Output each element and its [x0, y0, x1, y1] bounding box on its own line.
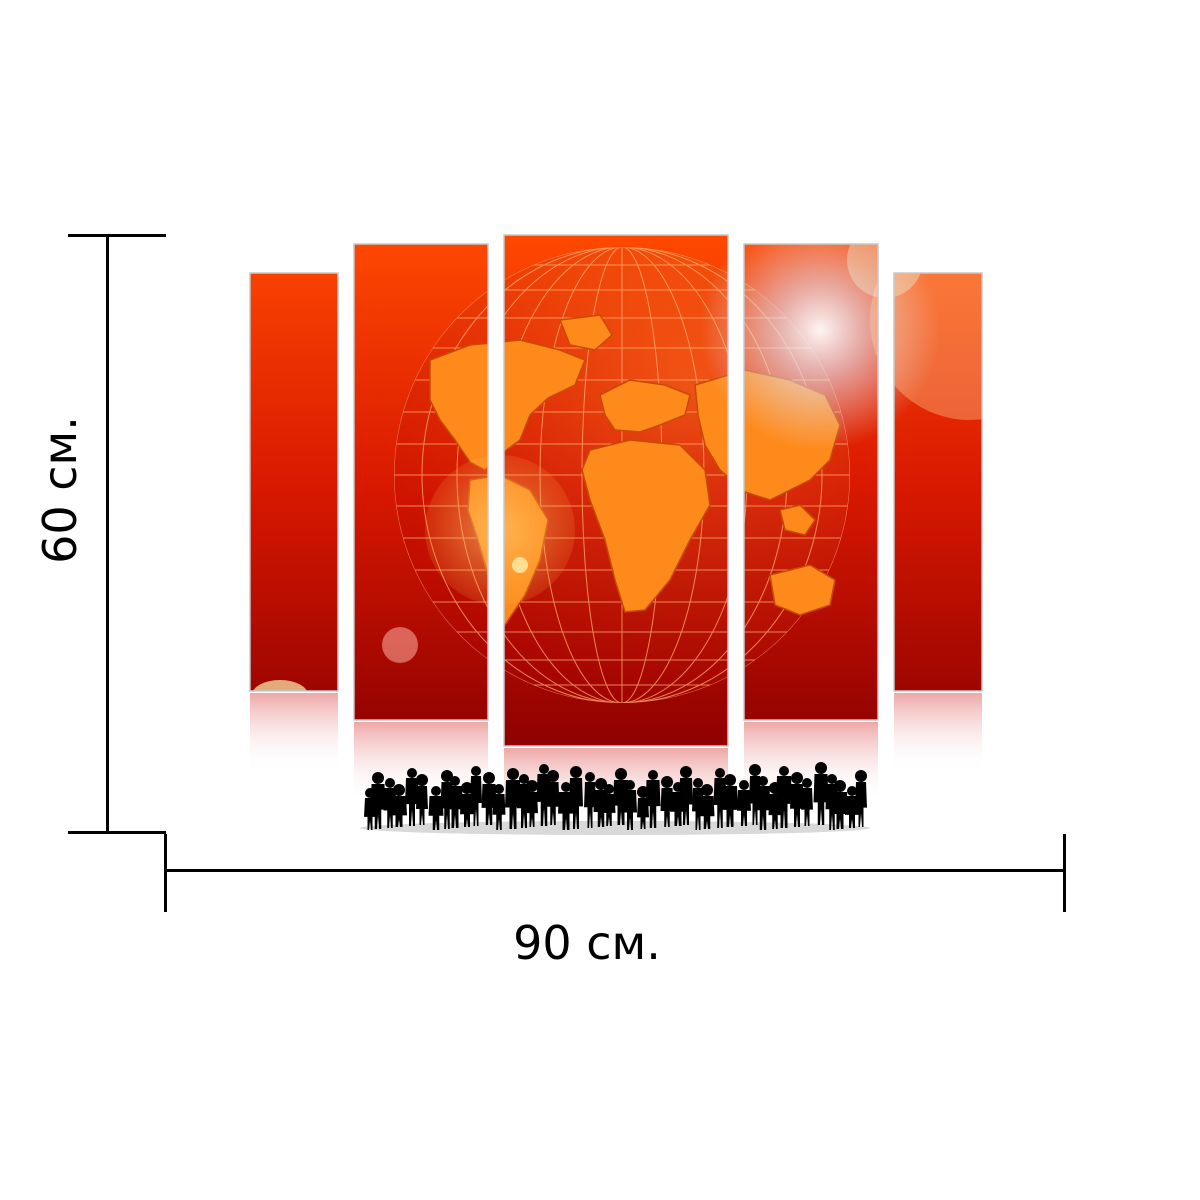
person-silhouette: [428, 786, 444, 830]
panel-2: [353, 243, 489, 721]
person-silhouette: [546, 770, 560, 825]
height-top-tick: [68, 234, 166, 237]
person-silhouette: [569, 766, 583, 829]
panel-5: [893, 272, 983, 692]
person-silhouette: [776, 766, 792, 828]
person-silhouette: [660, 776, 674, 827]
person-silhouette: [416, 774, 428, 825]
person-silhouette: [623, 780, 637, 830]
person-silhouette: [645, 770, 661, 828]
width-dimension-line: [164, 869, 1066, 872]
height-dimension-line: [106, 234, 109, 834]
person-silhouette: [370, 772, 386, 829]
person-silhouette: [790, 772, 804, 827]
panel-artwork: [250, 235, 982, 746]
person-silhouette: [832, 780, 848, 829]
person-silhouette: [584, 772, 596, 828]
crowd-silhouettes: [364, 762, 867, 830]
person-silhouette: [722, 774, 738, 827]
panel-3: [503, 234, 729, 747]
width-right-tick: [1063, 834, 1066, 912]
panel-4: [743, 243, 879, 721]
person-silhouette: [391, 784, 407, 827]
height-bottom-tick: [68, 831, 166, 834]
person-silhouette: [405, 768, 419, 826]
person-silhouette: [526, 780, 538, 827]
person-silhouette: [813, 762, 829, 825]
person-silhouette: [470, 766, 482, 826]
person-silhouette: [505, 768, 521, 829]
width-label: 90 см.: [513, 916, 661, 970]
person-silhouette: [755, 776, 771, 830]
person-silhouette: [602, 784, 616, 826]
person-silhouette: [855, 770, 867, 827]
person-silhouette: [492, 784, 506, 830]
person-silhouette: [481, 772, 497, 825]
panel-frames: [249, 234, 983, 747]
width-left-tick: [164, 834, 167, 912]
person-silhouette: [699, 784, 715, 829]
person-silhouette: [801, 778, 813, 826]
panel-1: [249, 272, 339, 692]
person-silhouette: [737, 780, 751, 826]
person-silhouette: [679, 766, 693, 825]
lens-flare: [425, 455, 575, 605]
person-silhouette: [447, 776, 463, 828]
